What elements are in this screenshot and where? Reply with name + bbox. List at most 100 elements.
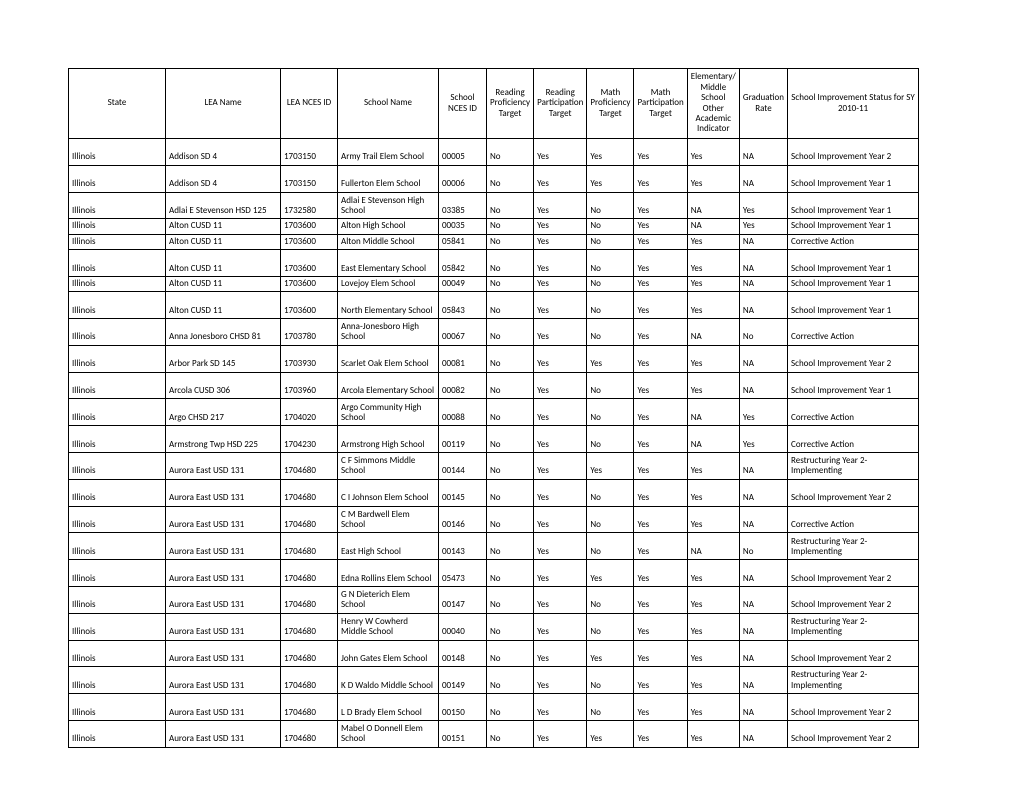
cell-state: Illinois [69,192,166,219]
cell-mprof: No [587,426,634,453]
cell-state: Illinois [69,399,166,426]
cell-status: Corrective Action [788,506,919,533]
cell-state: Illinois [69,234,166,249]
cell-lea_id: 1704230 [281,426,338,453]
cell-school: Fullerton Elem School [338,165,439,192]
cell-school: Alton High School [338,219,439,234]
cell-grad: NA [739,345,787,372]
cell-lea: Aurora East USD 131 [166,720,281,747]
column-header: LEA Name [166,69,281,139]
cell-ems: NA [687,319,739,346]
cell-lea: Alton CUSD 11 [166,234,281,249]
cell-ems: Yes [687,276,739,291]
cell-status: Restructuring Year 2- Implementing [788,453,919,480]
cell-ems: NA [687,533,739,560]
cell-rpart: Yes [534,234,587,249]
cell-lea_id: 1704680 [281,533,338,560]
table-header-row: StateLEA NameLEA NCES IDSchool NameSchoo… [69,69,919,139]
cell-status: School Improvement Year 1 [788,192,919,219]
cell-rpart: Yes [534,479,587,506]
table-row: IllinoisAurora East USD 1311704680Edna R… [69,560,919,587]
cell-school_id: 00049 [439,276,487,291]
table-row: IllinoisAurora East USD 1311704680Henry … [69,613,919,640]
cell-mpart: Yes [634,533,687,560]
cell-rpart: Yes [534,560,587,587]
cell-lea: Adlai E Stevenson HSD 125 [166,192,281,219]
cell-school: Army Trail Elem School [338,139,439,166]
cell-grad: NA [739,560,787,587]
table-row: IllinoisAlton CUSD 111703600Alton Middle… [69,234,919,249]
cell-school: Alton Middle School [338,234,439,249]
cell-mpart: Yes [634,613,687,640]
cell-lea_id: 1704680 [281,586,338,613]
cell-school: C M Bardwell Elem School [338,506,439,533]
cell-status: Restructuring Year 2- Implementing [788,533,919,560]
cell-school_id: 00035 [439,219,487,234]
cell-rprof: No [487,506,534,533]
column-header: LEA NCES ID [281,69,338,139]
cell-ems: Yes [687,720,739,747]
cell-ems: Yes [687,694,739,721]
column-header: School Name [338,69,439,139]
cell-status: School Improvement Year 1 [788,165,919,192]
cell-mpart: Yes [634,560,687,587]
cell-status: Corrective Action [788,319,919,346]
table-row: IllinoisAurora East USD 1311704680C M Ba… [69,506,919,533]
cell-grad: Yes [739,426,787,453]
cell-rprof: No [487,560,534,587]
cell-school_id: 00145 [439,479,487,506]
cell-lea: Aurora East USD 131 [166,479,281,506]
cell-grad: NA [739,292,787,319]
table-row: IllinoisAnna Jonesboro CHSD 811703780Ann… [69,319,919,346]
page: StateLEA NameLEA NCES IDSchool NameSchoo… [0,0,1020,788]
cell-ems: NA [687,219,739,234]
cell-lea: Argo CHSD 217 [166,399,281,426]
cell-ems: Yes [687,453,739,480]
cell-rpart: Yes [534,345,587,372]
cell-status: School Improvement Year 1 [788,219,919,234]
cell-state: Illinois [69,720,166,747]
cell-state: Illinois [69,694,166,721]
cell-mpart: Yes [634,694,687,721]
table-row: IllinoisAurora East USD 1311704680C F Si… [69,453,919,480]
cell-school_id: 00149 [439,667,487,694]
school-status-table: StateLEA NameLEA NCES IDSchool NameSchoo… [68,68,919,748]
cell-lea_id: 1732580 [281,192,338,219]
cell-school: Anna-Jonesboro High School [338,319,439,346]
cell-mprof: No [587,234,634,249]
cell-status: School Improvement Year 2 [788,479,919,506]
cell-rpart: Yes [534,533,587,560]
cell-rprof: No [487,372,534,399]
cell-mprof: No [587,219,634,234]
cell-mpart: Yes [634,720,687,747]
cell-rprof: No [487,453,534,480]
cell-mpart: Yes [634,479,687,506]
cell-school: Argo Community High School [338,399,439,426]
cell-mpart: Yes [634,250,687,277]
column-header: Math Proficiency Target [587,69,634,139]
cell-lea: Aurora East USD 131 [166,453,281,480]
table-row: IllinoisArgo CHSD 2171704020Argo Communi… [69,399,919,426]
cell-mprof: Yes [587,560,634,587]
cell-ems: Yes [687,250,739,277]
cell-ems: NA [687,426,739,453]
cell-rprof: No [487,533,534,560]
cell-state: Illinois [69,560,166,587]
table-row: IllinoisAurora East USD 1311704680K D Wa… [69,667,919,694]
cell-rpart: Yes [534,586,587,613]
cell-school: Arcola Elementary School [338,372,439,399]
cell-grad: Yes [739,192,787,219]
cell-rpart: Yes [534,399,587,426]
cell-mprof: No [587,586,634,613]
cell-school_id: 00146 [439,506,487,533]
cell-mprof: Yes [587,345,634,372]
cell-rprof: No [487,345,534,372]
cell-ems: Yes [687,234,739,249]
cell-school_id: 05842 [439,250,487,277]
cell-school: Armstrong High School [338,426,439,453]
cell-grad: NA [739,234,787,249]
cell-state: Illinois [69,250,166,277]
cell-lea: Addison SD 4 [166,139,281,166]
cell-mpart: Yes [634,506,687,533]
cell-rpart: Yes [534,426,587,453]
